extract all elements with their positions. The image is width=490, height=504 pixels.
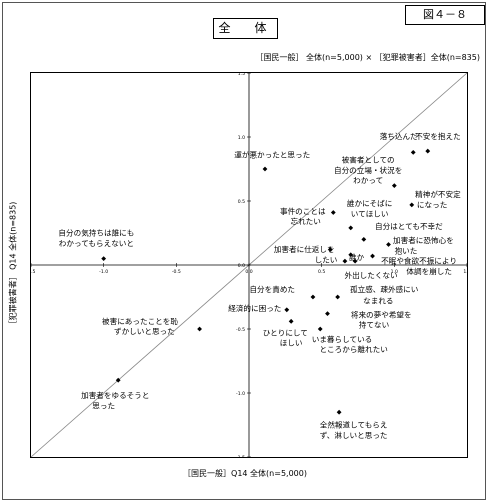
- point-label: 加害者をゆるそうと: [81, 390, 149, 400]
- point-label: 加害者に仕返しを: [274, 244, 335, 254]
- point-label: いてほしい: [351, 209, 389, 218]
- data-point: [409, 202, 415, 208]
- point-label: 孤立感、疎外感にい: [350, 284, 418, 294]
- point-label: 持てない: [359, 320, 389, 330]
- y-tick-label: -0.5: [236, 327, 245, 333]
- x-tick-label: 0.5: [318, 269, 325, 275]
- data-point: [425, 148, 431, 154]
- point-label: 将来の夢や希望を: [351, 309, 412, 319]
- point-label: ずかしいと思った: [114, 326, 175, 336]
- point-label: 体調を崩した: [406, 266, 452, 276]
- x-tick-label: -1.0: [99, 269, 108, 275]
- chart-subtitle: ［国民一般］ 全体(n=5,000) × ［犯罪被害者］全体(n=835): [255, 53, 480, 62]
- data-point: [386, 242, 391, 247]
- point-label: 自分はとても不幸だ: [375, 221, 443, 231]
- point-label: 不眠や食欲不振により: [381, 256, 457, 266]
- data-point: [348, 225, 354, 231]
- y-tick-label: 0.0: [238, 263, 245, 269]
- y-tick-label: -1.0: [236, 391, 245, 397]
- data-point: [101, 256, 107, 261]
- scatter-chart: -1.5 -1.0 -0.5 0.0 0.5 1.0 1.5 1.5 1.0 0.5 0.0 -0.5…: [27, 71, 471, 461]
- point-label: ところから離れたい: [319, 344, 387, 354]
- x-axis-label: ［国民一般］Q14 全体(n=5,000): [183, 469, 307, 478]
- point-label: 被害者としての: [342, 155, 395, 165]
- point-label: 自分の気持ちは誰にも: [58, 228, 134, 238]
- data-point: [370, 253, 375, 259]
- point-label: 誰か: [349, 252, 365, 262]
- point-label: 思った: [92, 401, 115, 410]
- data-point: [310, 294, 316, 300]
- point-label: 精神が不安定: [415, 189, 461, 199]
- point-label: なまれる: [363, 296, 393, 305]
- y-tick-label: 0.5: [238, 199, 245, 205]
- data-point: [336, 409, 342, 415]
- figure-label: 図４－８: [405, 5, 485, 25]
- point-label: になった: [417, 200, 447, 209]
- point-label: 自分を責めた: [249, 284, 295, 294]
- point-label: わかって: [353, 176, 383, 185]
- point-label: 外出したくない: [345, 270, 398, 280]
- figure-frame: [2, 2, 486, 500]
- data-point: [327, 247, 333, 253]
- data-point: [335, 294, 341, 300]
- data-point: [391, 183, 397, 189]
- x-tick-label: -0.5: [172, 269, 181, 275]
- point-label: 事件のことは: [280, 206, 326, 216]
- data-point: [410, 149, 416, 155]
- point-label: 不安を抱えた: [415, 131, 461, 141]
- y-tick-label: 1.5: [238, 73, 245, 77]
- data-point: [262, 166, 268, 172]
- x-tick-label: 1.5: [463, 269, 467, 275]
- point-label: 被害にあったことを恥: [102, 316, 178, 326]
- point-label: 誰かにそばに: [347, 198, 392, 208]
- x-tick-label: 1.0: [391, 269, 398, 275]
- point-label: ほしい: [280, 339, 303, 348]
- point-label: 自分の立場・状況を: [334, 165, 402, 175]
- data-point: [115, 377, 121, 383]
- point-label: 抱いた: [395, 245, 418, 255]
- point-label: ず、淋しいと思った: [320, 430, 388, 440]
- data-point: [330, 210, 336, 215]
- data-point: [288, 318, 294, 324]
- point-label: わかってもらえないと: [59, 239, 134, 248]
- data-point: [342, 258, 348, 264]
- data-point: [284, 307, 290, 313]
- point-label: したい: [315, 255, 338, 264]
- plot-area: -1.5 -1.0 -0.5 0.0 0.5 1.0 1.5 1.5 1.0 0.5 0.0 -0.5…: [27, 71, 471, 461]
- point-label: ひとりにして: [263, 328, 308, 337]
- point-label: 全然報道してもらえ: [320, 420, 388, 430]
- data-point: [197, 326, 202, 332]
- point-label: 経済的に困った: [228, 303, 281, 313]
- point-label: いま暮らしている: [312, 334, 373, 344]
- y-tick-label: -1.5: [236, 455, 245, 457]
- data-point: [348, 252, 354, 258]
- x-tick-label: 0.0: [245, 269, 252, 275]
- y-tick-label: 1.0: [238, 135, 245, 141]
- data-point: [361, 237, 367, 242]
- point-label: 加害者に恐怖心を: [393, 235, 454, 245]
- data-point: [317, 326, 323, 332]
- data-point: [352, 258, 358, 264]
- x-tick-label: -1.5: [31, 269, 36, 275]
- y-axis-label: ［犯罪被害者］ Q14 全体(n=835): [8, 201, 18, 329]
- data-point: [325, 311, 330, 317]
- point-label: 落ち込んだ: [380, 131, 418, 141]
- point-label: 運が悪かったと思った: [234, 149, 310, 159]
- point-label: 忘れたい: [290, 216, 320, 226]
- chart-title: 全 体: [213, 18, 278, 39]
